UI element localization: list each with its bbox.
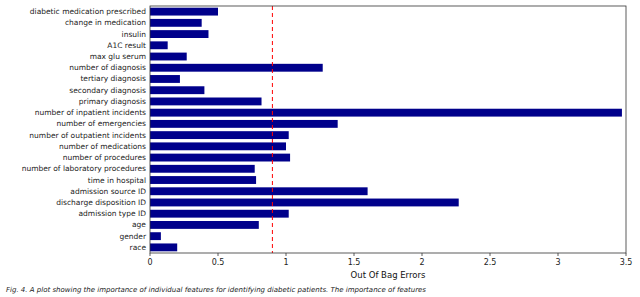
category-label: secondary diagnosis (69, 86, 146, 95)
category-label: age (132, 220, 146, 229)
tick-label: 0 (147, 258, 152, 267)
bar (150, 75, 180, 83)
category-label: number of diagnosis (69, 63, 146, 72)
category-label: number of medications (59, 142, 146, 151)
bar (150, 187, 368, 195)
tick-mark (218, 253, 219, 256)
category-label: number of laboratory procedures (22, 164, 146, 173)
category-label: gender (119, 232, 147, 241)
tick-label: 2 (419, 258, 424, 267)
category-label: insulin (122, 30, 147, 39)
tick-mark (354, 253, 355, 256)
bar (150, 154, 290, 162)
category-label: number of inpatient incidents (35, 108, 146, 117)
tick-label: 1.5 (348, 258, 361, 267)
category-label: number of emergencies (56, 119, 146, 128)
bar (150, 232, 161, 240)
bar (150, 19, 202, 27)
tick-label: 1 (283, 258, 288, 267)
tick-label: 0.5 (212, 258, 225, 267)
bar (150, 64, 323, 72)
x-axis-label: Out Of Bag Errors (351, 270, 426, 280)
chart: race gender age admission type ID discharge … (0, 0, 640, 297)
tick-label: 3 (555, 258, 560, 267)
bar (150, 98, 262, 106)
tick-mark (626, 253, 627, 256)
bar (150, 8, 218, 16)
bar (150, 120, 338, 128)
category-label: tertiary diagnosis (80, 74, 146, 83)
category-label: time in hospital (88, 176, 146, 185)
reference-line (272, 6, 273, 253)
tick-label: 2.5 (484, 258, 497, 267)
category-label: primary diagnosis (79, 97, 146, 106)
bar (150, 199, 459, 207)
tick-mark (422, 253, 423, 256)
bar (150, 142, 286, 150)
caption: Fig. 4. A plot showing the importance of… (6, 286, 426, 294)
category-label: A1C result (107, 41, 146, 50)
tick-mark (150, 253, 151, 256)
bar (150, 243, 177, 251)
category-label: discharge disposition ID (56, 198, 146, 207)
bars (150, 6, 622, 253)
category-label: race (130, 243, 147, 252)
category-label: max glu serum (90, 52, 146, 61)
category-label: admission source ID (70, 187, 146, 196)
bar (150, 221, 259, 229)
bar (150, 53, 187, 61)
category-label: number of procedures (63, 153, 146, 162)
tick-mark (490, 253, 491, 256)
bar (150, 30, 208, 38)
bar (150, 109, 622, 117)
bar (150, 176, 256, 184)
tick-label: 3.5 (620, 258, 633, 267)
bar (150, 210, 289, 218)
category-label: diabetic medication prescribed (30, 7, 146, 16)
bar (150, 131, 289, 139)
bar (150, 165, 255, 173)
plot-background (150, 6, 626, 253)
tick-mark (286, 253, 287, 256)
category-label: change in medication (65, 18, 146, 27)
bar (150, 41, 168, 49)
category-label: number of outpatient incidents (29, 131, 146, 140)
category-label: admission type ID (79, 209, 147, 218)
x-axis: 0 0.5 1 1.5 2 2.5 3 3.5 (147, 253, 632, 267)
tick-mark (558, 253, 559, 256)
bar (150, 86, 204, 94)
y-axis-labels: race gender age admission type ID discharge … (22, 7, 147, 252)
plot-frame (150, 6, 626, 253)
